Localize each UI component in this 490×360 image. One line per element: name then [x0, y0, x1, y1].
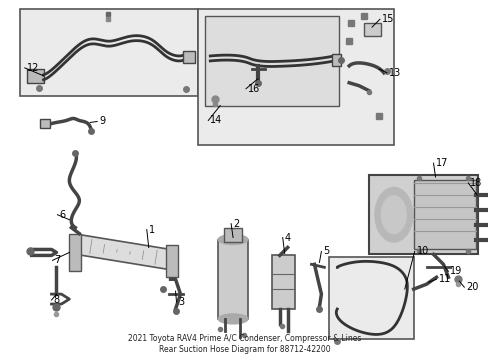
Bar	[70, 234, 81, 271]
Bar	[26, 69, 44, 83]
Ellipse shape	[375, 188, 413, 242]
Text: 20: 20	[466, 282, 479, 292]
Text: 13: 13	[389, 68, 401, 78]
Ellipse shape	[218, 314, 248, 324]
Bar	[205, 16, 339, 105]
Text: 2: 2	[233, 219, 239, 229]
Text: 4: 4	[285, 233, 291, 243]
Text: 2021 Toyota RAV4 Prime A/C Condenser, Compressor & Lines
Rear Suction Hose Diagr: 2021 Toyota RAV4 Prime A/C Condenser, Co…	[128, 334, 362, 354]
Text: 5: 5	[323, 247, 330, 256]
Bar	[329, 257, 414, 339]
Bar	[198, 9, 394, 145]
Text: 1: 1	[149, 225, 155, 235]
Polygon shape	[76, 235, 171, 269]
Text: 10: 10	[416, 247, 429, 256]
Text: 6: 6	[59, 210, 66, 220]
Text: 15: 15	[382, 14, 394, 24]
Text: 8: 8	[53, 295, 60, 305]
Bar	[166, 246, 177, 277]
Text: 7: 7	[54, 255, 61, 265]
Text: 16: 16	[248, 84, 260, 94]
Text: 18: 18	[470, 178, 483, 188]
Bar	[272, 255, 294, 309]
Text: 9: 9	[99, 116, 105, 126]
Ellipse shape	[218, 235, 248, 244]
Bar	[224, 228, 242, 242]
Bar	[332, 54, 341, 66]
Bar	[183, 51, 196, 63]
Bar	[40, 120, 49, 129]
Bar	[369, 175, 478, 255]
Text: 3: 3	[178, 297, 185, 307]
Bar	[364, 23, 381, 36]
Bar	[218, 239, 248, 319]
Ellipse shape	[381, 196, 406, 234]
Text: 12: 12	[26, 63, 39, 73]
Bar	[414, 180, 476, 249]
Text: 19: 19	[450, 266, 463, 276]
Bar	[20, 9, 198, 96]
Text: 17: 17	[436, 158, 448, 168]
Text: 11: 11	[439, 274, 451, 284]
Text: 14: 14	[210, 116, 222, 126]
